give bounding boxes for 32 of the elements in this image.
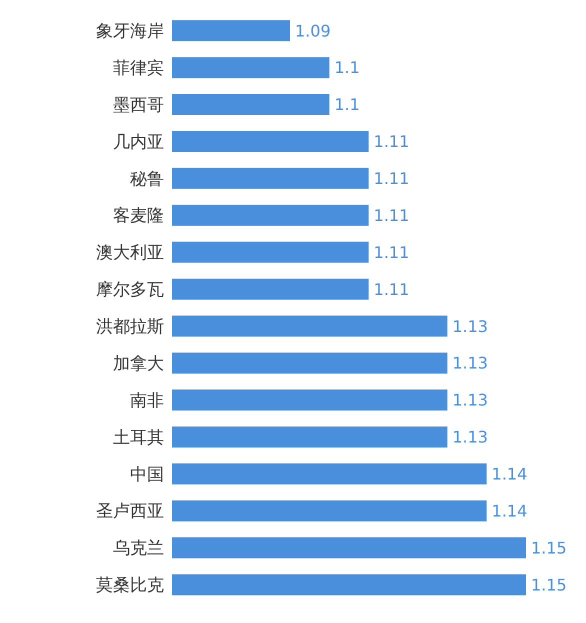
data-label: 1.1 [334, 58, 360, 78]
data-label: 1.09 [295, 21, 331, 40]
data-label: 1.14 [492, 501, 528, 520]
data-label: 1.13 [452, 390, 488, 410]
y-tick-label: 圣卢西亚 [96, 502, 164, 522]
y-tick-label: 澳大利亚 [96, 243, 164, 264]
y-tick-label: 象牙海岸 [96, 22, 164, 42]
data-label: 1.11 [374, 242, 410, 262]
y-tick-label: 洪都拉斯 [96, 317, 164, 338]
data-label: 1.15 [531, 575, 567, 594]
data-label: 1.13 [452, 316, 488, 336]
data-label: 1.11 [374, 280, 410, 299]
y-tick-label: 莫桑比克 [96, 576, 164, 596]
data-label: 1.1 [334, 95, 360, 114]
y-tick-label: 南非 [130, 390, 164, 411]
y-tick-label: 中国 [130, 464, 164, 485]
y-tick-label: 摩尔多瓦 [96, 280, 164, 300]
y-tick-label: 秘鲁 [130, 169, 164, 190]
data-label: 1.11 [374, 206, 410, 225]
y-tick-label: 土耳其 [113, 428, 164, 448]
data-label: 1.13 [452, 428, 488, 447]
y-tick-label: 加拿大 [113, 354, 164, 374]
data-label: 1.11 [374, 169, 410, 188]
y-tick-label: 菲律宾 [113, 58, 164, 78]
data-label: 1.13 [452, 354, 488, 373]
y-tick-label: 乌克兰 [113, 538, 164, 559]
data-label: 1.14 [492, 464, 528, 484]
y-tick-label: 客麦隆 [113, 206, 164, 226]
data-label: 1.11 [374, 132, 410, 152]
data-label: 1.15 [531, 538, 567, 558]
y-tick-label: 墨西哥 [113, 95, 164, 116]
y-tick-label: 几内亚 [113, 132, 164, 152]
